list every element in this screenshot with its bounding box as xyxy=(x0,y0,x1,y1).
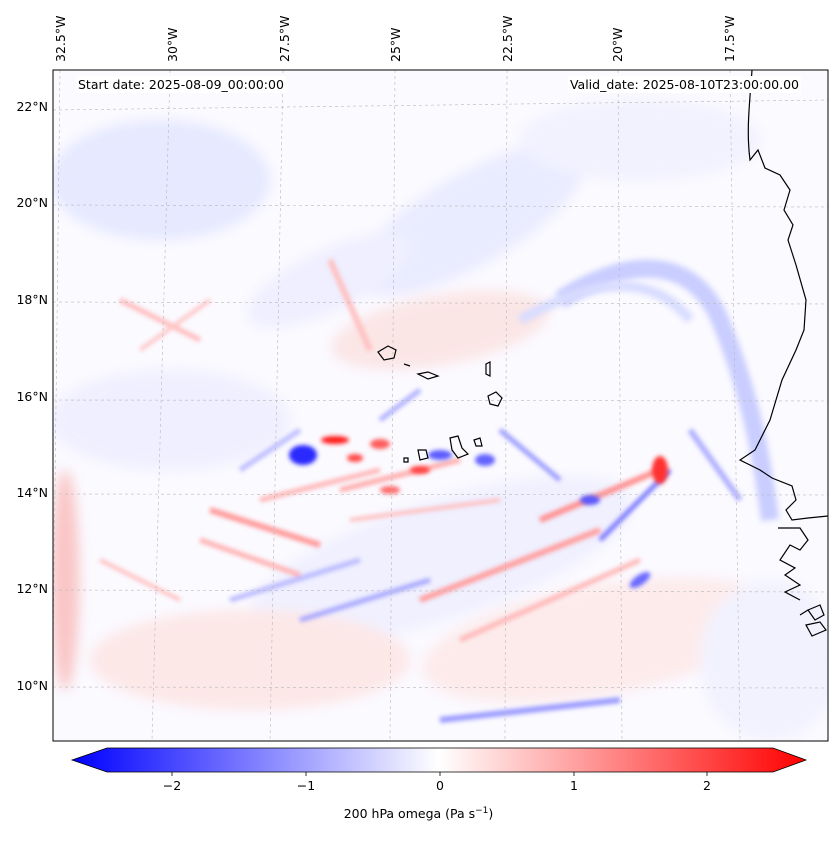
valid-date-label: Valid_date: 2025-08-10T23:00:00.00 xyxy=(567,76,801,93)
map-frame xyxy=(52,69,829,742)
colorbar-ticks xyxy=(171,772,708,776)
island-maio xyxy=(473,437,483,447)
lon-tick-label: 17.5°W xyxy=(722,16,737,62)
island-fogo xyxy=(417,449,429,461)
lat-tick-label: 22°N xyxy=(16,99,48,114)
lon-tick-labels: 32.5°W 30°W 27.5°W 25°W 22.5°W 20°W 17.5… xyxy=(53,16,737,62)
lat-tick-label: 10°N xyxy=(16,678,48,693)
lon-tick-label: 25°W xyxy=(388,27,403,62)
lon-tick-label: 27.5°W xyxy=(277,16,292,62)
colorbar-label-suffix: ) xyxy=(488,806,494,822)
lat-tick-label: 20°N xyxy=(16,195,48,210)
colorbar-bar xyxy=(70,747,808,773)
start-date-label: Start date: 2025-08-09_00:00:00 xyxy=(76,76,286,93)
island-santo-antao xyxy=(377,345,397,361)
island-brava xyxy=(403,457,409,463)
africa-coast xyxy=(738,70,828,521)
lat-tick-labels: 22°N 20°N 18°N 16°N 14°N 12°N 10°N xyxy=(16,99,48,693)
lon-tick-label: 30°W xyxy=(165,27,180,62)
island-sao-vicente xyxy=(403,363,411,367)
colorbar-label-prefix: 200 hPa omega (Pa s xyxy=(343,806,476,822)
island-boa-vista xyxy=(487,391,503,407)
lat-tick-label: 18°N xyxy=(16,292,48,307)
lat-tick-label: 16°N xyxy=(16,389,48,404)
colorbar: −2 −1 0 1 2 xyxy=(70,747,808,793)
colorbar-tick-label: 2 xyxy=(703,778,711,793)
omega-field xyxy=(53,70,828,741)
lat-tick-label: 14°N xyxy=(16,485,48,500)
colorbar-label: 200 hPa omega (Pa s−1) xyxy=(0,806,837,821)
island-sal xyxy=(485,361,491,377)
coastlines xyxy=(377,70,828,637)
lon-tick-label: 20°W xyxy=(610,27,625,62)
island-sao-nicolau xyxy=(416,371,440,380)
colorbar-tick-label: 1 xyxy=(570,778,578,793)
lon-tick-label: 32.5°W xyxy=(53,16,68,62)
colorbar-label-exponent: −1 xyxy=(475,806,489,816)
lat-tick-label: 12°N xyxy=(16,581,48,596)
colorbar-tick-label: −2 xyxy=(163,778,181,793)
colorbar-tick-label: 0 xyxy=(436,778,444,793)
colorbar-tick-label: −1 xyxy=(297,778,315,793)
lon-tick-label: 22.5°W xyxy=(500,16,515,62)
island-santiago xyxy=(449,435,470,459)
